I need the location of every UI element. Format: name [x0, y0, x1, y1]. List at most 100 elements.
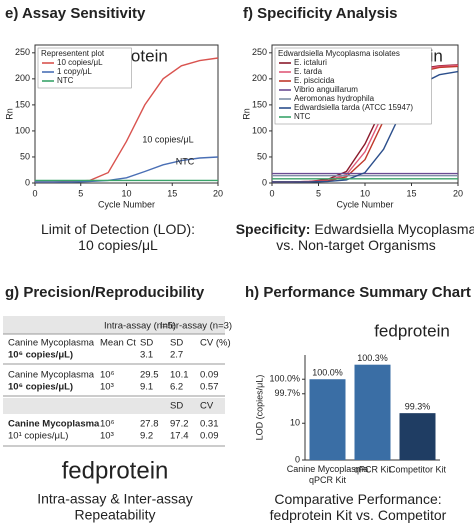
table-cell: 9.1: [140, 382, 153, 393]
y-axis-label: LOD (copies/μL): [254, 375, 264, 441]
table-cell: 9.2: [140, 431, 153, 442]
table-cell: Canine Mycoplasma: [8, 370, 95, 381]
table-group-header: Inter-assay (n=3): [160, 321, 232, 332]
x-tick-label: 0: [269, 188, 274, 198]
y-tick-label: 0: [295, 454, 300, 464]
value-label: 99.3%: [405, 402, 431, 412]
bar: [399, 413, 436, 460]
table-cell: Canine Mycoplasma: [8, 419, 100, 430]
table-cell: 6.2: [170, 382, 183, 393]
legend-box: [274, 47, 432, 125]
x-axis-label: Cycle Number: [336, 199, 393, 209]
caption-line: Edwardsiella Mycoplasma: [314, 221, 474, 237]
legend-title: Representent plot: [41, 49, 105, 58]
y-tick-label: 100: [252, 125, 267, 135]
caption: Intra-assay & Inter-assay: [37, 491, 193, 507]
table-cell: 2.7: [170, 350, 183, 361]
brand-label: fedprotein: [62, 457, 169, 484]
y-tick-label: 50: [20, 151, 30, 161]
table-cell: 10.1: [170, 370, 189, 381]
bar: [354, 364, 391, 460]
table-cell: 10⁶ copies/μL): [8, 382, 73, 393]
table-cell: 3.1: [140, 350, 153, 361]
legend-label: E. piscicida: [294, 76, 335, 85]
annotation: NTC: [176, 156, 195, 166]
x-tick-label: 15: [406, 188, 416, 198]
table-cell: 0.31: [200, 419, 219, 430]
x-tick-label: 20: [213, 188, 223, 198]
caption-line: fedprotein Kit vs. Competitor: [270, 507, 447, 523]
series-line: [35, 156, 219, 183]
y-tick-label: 250: [252, 47, 267, 57]
x-tick-label: 5: [78, 188, 83, 198]
legend-label: NTC: [294, 112, 311, 121]
panel-title: e) Assay Sensitivity: [5, 5, 146, 22]
table-cell: 10⁶: [100, 370, 115, 381]
caption: Comparative Performance: fedprotein Kit v…: [270, 491, 447, 523]
table-header-bg: [3, 316, 225, 334]
table-cell: 10⁶: [100, 419, 115, 430]
caption: Limit of Detection (LOD): 10 copies/μL: [41, 221, 195, 253]
legend-label: E. tarda: [294, 67, 323, 76]
x-tick-label: 10: [360, 188, 370, 198]
y-tick-label: 250: [15, 47, 30, 57]
caption-line: Comparative Performance:: [274, 491, 441, 507]
legend-label: NTC: [57, 76, 74, 85]
y-tick-label: 150: [15, 99, 30, 109]
table-cell: 10³: [100, 382, 114, 393]
y-tick-label: 100: [15, 125, 30, 135]
y-tick-label: 10: [290, 418, 300, 428]
table-cell: 10⁶ copies/μL): [8, 350, 73, 361]
value-label: 100.3%: [357, 353, 388, 363]
panel-title: g) Precision/Reproducibility: [5, 284, 205, 301]
caption-line: vs. Non-target Organisms: [276, 237, 436, 253]
panel-title: h) Performance Summary Chart: [245, 284, 471, 301]
y-tick-label: 100.0%: [269, 374, 300, 384]
x-tick-label: qPCR Kit: [354, 464, 392, 474]
brand-label: fedprotein: [374, 321, 450, 340]
caption: Specificity: Edwardsiella Mycoplasma vs. N…: [236, 221, 474, 253]
y-tick-label: 0: [25, 177, 30, 187]
x-tick-label: Canine Mycoplasma qPCR Kit: [287, 464, 369, 485]
panel-title: f) Specificity Analysis: [243, 5, 398, 22]
legend-label: E. ictaluri: [294, 58, 327, 67]
y-axis-label: Rn: [4, 108, 14, 120]
caption-bold: Specificity:: [236, 221, 311, 237]
x-axis-label: Cycle Number: [98, 199, 155, 209]
caption-line: 10 copies/μL: [78, 237, 158, 253]
y-tick-label: 200: [15, 73, 30, 83]
table-cell: 97.2: [170, 419, 189, 430]
bar: [309, 379, 346, 460]
legend-label: 1 copy/μL: [57, 67, 92, 76]
table-subheader-bg: [3, 398, 225, 414]
legend-label: 10 copies/μL: [57, 58, 103, 67]
table-cell: SD: [170, 338, 183, 349]
legend-label: Vibrio anguillarum: [294, 85, 358, 94]
y-axis-label: Rn: [241, 108, 251, 120]
table-group-header: Intra-assay (n=5): [104, 321, 176, 332]
table-cell: 0.09: [200, 431, 219, 442]
caption-line: Limit of Detection (LOD):: [41, 221, 195, 237]
table-cell: Canine Mycoplasma: [8, 338, 95, 349]
y-tick-label: 50: [257, 151, 267, 161]
y-tick-label: 99.7%: [274, 388, 300, 398]
table-cell: 29.5: [140, 370, 159, 381]
table-cell: SD: [140, 338, 153, 349]
x-tick-label: 5: [316, 188, 321, 198]
table-cell: 0.57: [200, 382, 219, 393]
table-cell: Mean Ct: [100, 338, 136, 349]
table-cell: 27.8: [140, 419, 159, 430]
table-cell: CV: [200, 401, 214, 412]
x-tick-label: 0: [32, 188, 37, 198]
y-tick-label: 0: [262, 177, 267, 187]
table-cell: SD: [170, 401, 183, 412]
annotation: 10 copies/μL: [142, 134, 193, 144]
table-cell: CV (%): [200, 338, 231, 349]
x-tick-label: 15: [167, 188, 177, 198]
value-label: 100.0%: [312, 368, 343, 378]
legend-label: Edwardsiella tarda (ATCC 15947): [294, 103, 413, 112]
x-tick-label: Competitor Kit: [389, 464, 447, 474]
legend-label: Aeromonas hydrophila: [294, 94, 375, 103]
y-tick-label: 150: [252, 99, 267, 109]
